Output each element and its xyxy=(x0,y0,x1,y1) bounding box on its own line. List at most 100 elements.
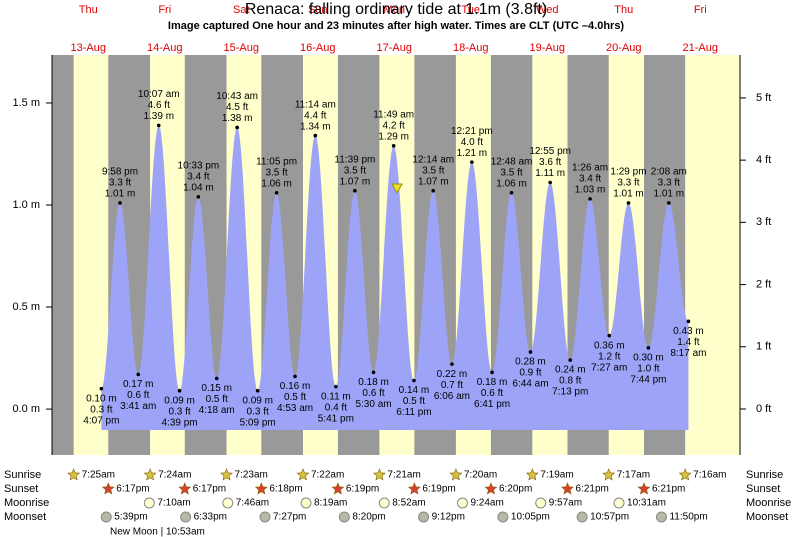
sun-icon xyxy=(331,482,345,495)
tide-label: 0.28 m xyxy=(515,357,546,368)
tide-label: 0.3 ft xyxy=(247,406,269,417)
tide-point xyxy=(156,123,161,128)
tide-label: 6:06 am xyxy=(434,391,470,402)
tide-label: 1:26 am xyxy=(572,163,608,174)
sun-icon xyxy=(296,468,310,481)
moon-icon xyxy=(180,511,192,523)
tide-label: 0.18 m xyxy=(477,377,508,388)
tide-label: 1.39 m xyxy=(143,111,174,122)
tide-label: 12:21 pm xyxy=(451,126,493,137)
day-date: 20-Aug xyxy=(606,42,641,54)
sun-icon xyxy=(407,482,421,495)
tide-point xyxy=(293,374,297,379)
current-level-marker xyxy=(391,183,403,195)
tide-label: 0.6 ft xyxy=(481,388,503,399)
moonrise-time: 9:57am xyxy=(549,498,582,509)
tide-label: 3:41 am xyxy=(120,401,156,412)
moon-icon xyxy=(497,511,509,523)
foreground: Thu 13-Aug Fri 14-Aug Sat 15-Aug Sun 16-Aug Mon 1… xyxy=(4,4,791,523)
day-date: 16-Aug xyxy=(300,42,335,54)
sunset-time: 6:19pm xyxy=(346,484,379,495)
sunrise-time: 7:16am xyxy=(693,470,726,481)
tide-label: 12:14 am xyxy=(412,154,454,165)
tide-point xyxy=(214,376,219,381)
tide-label: 11:39 pm xyxy=(334,154,375,165)
tide-label: 1.01 m xyxy=(654,189,685,200)
tide-label: 1.34 m xyxy=(300,121,331,132)
sunset-time: 6:20pm xyxy=(499,484,532,495)
tide-label: 3.3 ft xyxy=(658,178,680,189)
moonset-time: 9:12pm xyxy=(432,512,465,523)
tide-label: 1.06 m xyxy=(496,178,527,189)
sun-icon xyxy=(484,482,498,495)
tide-point xyxy=(313,133,318,138)
sunrise-time: 7:24am xyxy=(158,470,191,481)
row-label: Moonrise xyxy=(4,497,49,509)
sunrise-time: 7:21am xyxy=(387,470,420,481)
tide-label: 4:18 am xyxy=(199,405,235,416)
sun-icon xyxy=(449,468,463,481)
row-label: Sunrise xyxy=(746,469,783,481)
tide-label: 1.01 m xyxy=(613,189,644,200)
moonrise-time: 10:31am xyxy=(627,498,666,509)
tide-label: 0.3 ft xyxy=(90,404,112,415)
tide-label: 5:09 pm xyxy=(240,417,276,428)
moon-icon xyxy=(100,511,112,523)
y-tick-label: 0.5 m xyxy=(12,301,40,313)
day-weekday: Sun xyxy=(308,4,328,16)
tide-label: 1.21 m xyxy=(457,148,488,159)
day-weekday: Tue xyxy=(461,4,480,16)
tide-label: 0.18 m xyxy=(358,377,389,388)
tide-area xyxy=(101,125,689,430)
day-date: 18-Aug xyxy=(453,42,488,54)
moon-phase: New Moon | 10:53am xyxy=(110,527,205,537)
sunrise-time: 7:23am xyxy=(235,470,268,481)
tide-label: 4.0 ft xyxy=(461,137,483,148)
tide-point xyxy=(490,370,494,375)
sunrise-time: 7:22am xyxy=(311,470,344,481)
tide-label: 0.22 m xyxy=(437,369,468,380)
tide-label: 3.5 ft xyxy=(265,167,287,178)
y2-tick-label: 4 ft xyxy=(756,154,771,166)
tide-label: 1.29 m xyxy=(378,131,409,142)
tide-point xyxy=(548,180,552,185)
moon-icon xyxy=(222,497,234,509)
tide-label: 3.4 ft xyxy=(187,171,209,182)
tide-label: 0.5 ft xyxy=(403,396,425,407)
moonset-time: 7:27pm xyxy=(273,512,306,523)
tide-point xyxy=(588,197,592,201)
tide-label: 6:11 pm xyxy=(396,407,431,418)
moonset-time: 11:50pm xyxy=(669,512,707,523)
tide-label: 5:41 pm xyxy=(318,413,354,424)
tide-label: 0.43 m xyxy=(673,326,704,337)
tide-label: 7:44 pm xyxy=(630,374,666,385)
sun-icon xyxy=(67,468,81,481)
row-label: Moonrise xyxy=(746,497,791,509)
tide-label: 4.5 ft xyxy=(226,102,248,113)
tide-label: 0.6 ft xyxy=(127,390,149,401)
sunset-time: 6:21pm xyxy=(652,484,685,495)
tide-label: 7:27 am xyxy=(591,362,627,373)
tide-label: 11:05 pm xyxy=(256,156,297,167)
tide-label: 11:49 am xyxy=(373,109,414,120)
tide-label: 0.14 m xyxy=(399,385,430,396)
tide-point xyxy=(667,201,671,205)
day-weekday: Thu xyxy=(79,4,98,16)
y2-tick-label: 1 ft xyxy=(756,341,771,353)
moon-icon xyxy=(613,497,625,509)
moon-icon xyxy=(300,497,312,509)
tide-label: 0.10 m xyxy=(86,393,117,404)
tide-label: 4:07 pm xyxy=(83,415,119,426)
tide-label: 8:17 am xyxy=(670,348,706,359)
tide-label: 0.9 ft xyxy=(519,368,541,379)
tide-label: 3.5 ft xyxy=(344,165,366,176)
sun-icon xyxy=(637,482,651,495)
chart-subtitle: Image captured One hour and 23 minutes a… xyxy=(168,20,625,32)
tide-label: 1.06 m xyxy=(261,178,292,189)
tide-label: 4.6 ft xyxy=(148,100,170,111)
tide-label: 1.07 m xyxy=(340,176,371,187)
day-date: 17-Aug xyxy=(377,42,412,54)
tide-label: 10:33 pm xyxy=(178,160,220,171)
day-date: 19-Aug xyxy=(530,42,565,54)
moonset-time: 10:05pm xyxy=(511,512,550,523)
